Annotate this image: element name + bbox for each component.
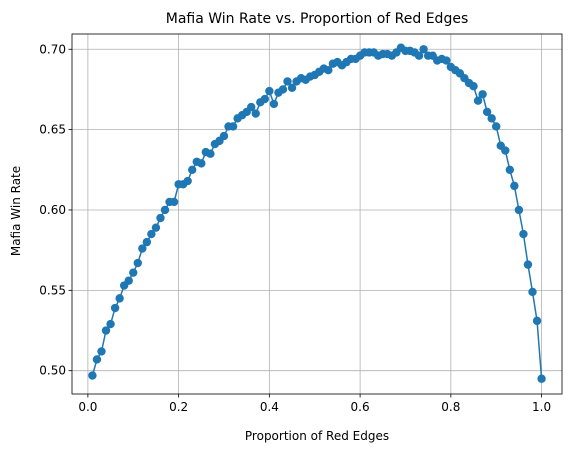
data-point (324, 65, 333, 75)
data-point (537, 374, 546, 383)
x-axis-label: Proportion of Red Edges (245, 429, 389, 443)
data-point (124, 276, 133, 285)
data-point (287, 83, 297, 93)
data-point (219, 131, 229, 141)
data-point (197, 159, 206, 168)
data-point (183, 176, 192, 186)
data-point (492, 122, 501, 131)
y-axis-label: Mafia Win Rate (9, 166, 23, 256)
x-axis-ticks: 0.0 0.2 0.4 0.6 0.8 1.0 (78, 394, 551, 414)
data-point (505, 165, 515, 174)
data-point (251, 109, 260, 118)
y-tick-label: 0.65 (39, 123, 66, 137)
y-tick-label: 0.55 (39, 283, 66, 297)
data-point (156, 213, 165, 223)
data-point (442, 56, 451, 65)
data-point (97, 347, 106, 356)
y-tick-label: 0.70 (39, 42, 66, 56)
data-point (160, 205, 170, 215)
chart-title: Mafia Win Rate vs. Proportion of Red Edg… (166, 11, 469, 27)
data-point (265, 86, 274, 96)
data-point (88, 371, 97, 380)
data-point (110, 303, 120, 313)
data-point (501, 146, 510, 155)
x-tick-label: 1.0 (532, 400, 551, 414)
x-tick-label: 0.8 (441, 400, 460, 414)
data-point (101, 326, 111, 335)
data-point (482, 107, 492, 117)
data-point (106, 319, 115, 329)
data-point (138, 244, 147, 253)
plot-frame (71, 33, 563, 395)
data-point (283, 77, 292, 86)
data-point (92, 355, 102, 364)
y-tick-label: 0.60 (39, 203, 66, 217)
y-axis-ticks: 0.50 0.55 0.60 0.65 0.70 (39, 42, 72, 378)
data-point (419, 45, 428, 54)
data-point (278, 85, 288, 94)
data-point (129, 268, 138, 277)
data-point (188, 165, 197, 174)
data-point (478, 90, 487, 99)
data-point (487, 114, 496, 123)
y-tick-label: 0.50 (39, 364, 66, 378)
series-markers (88, 43, 546, 383)
data-point (269, 99, 279, 109)
data-point (519, 229, 528, 239)
x-tick-label: 0.0 (78, 400, 97, 414)
data-point (228, 122, 238, 131)
x-tick-label: 0.4 (260, 400, 279, 414)
data-point (142, 237, 152, 247)
data-point (133, 258, 142, 268)
data-point (260, 94, 270, 104)
data-point (514, 205, 524, 215)
data-point (523, 260, 533, 269)
data-point (206, 149, 215, 158)
data-point (473, 96, 483, 105)
x-tick-label: 0.2 (169, 400, 188, 414)
data-point (169, 197, 179, 207)
data-point (147, 229, 156, 239)
data-point (414, 51, 424, 60)
data-point (247, 102, 256, 112)
x-tick-label: 0.6 (351, 400, 370, 414)
data-point (528, 287, 537, 297)
data-point (510, 181, 519, 191)
data-point (532, 316, 542, 326)
data-point (151, 223, 161, 232)
data-point (115, 294, 124, 303)
data-point (469, 82, 478, 91)
